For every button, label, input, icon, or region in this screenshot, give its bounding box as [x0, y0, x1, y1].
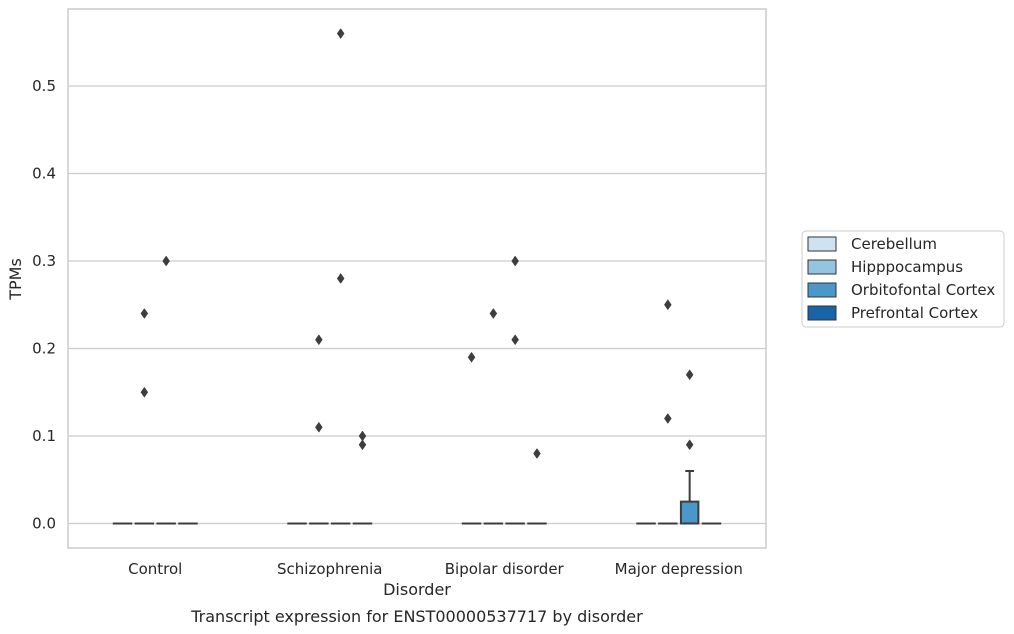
- y-axis-ticks: 0.0 0.1 0.2 0.3 0.4 0.5: [32, 77, 56, 533]
- outlier-point: [533, 448, 541, 459]
- box-orbitofontal-cortex: [679, 470, 700, 525]
- outlier-point: [336, 28, 345, 39]
- legend-label: Prefrontal Cortex: [851, 304, 978, 322]
- y-tick-label: 0.3: [32, 252, 56, 270]
- gridlines: [68, 85, 766, 525]
- x-tick-label: Control: [128, 560, 182, 578]
- x-axis-title: Disorder: [383, 580, 451, 599]
- legend-swatch: [807, 282, 837, 298]
- y-tick-label: 0.1: [32, 427, 56, 445]
- outlier-point: [336, 273, 345, 284]
- legend-swatch: [807, 305, 837, 321]
- x-tick-label: Bipolar disorder: [445, 560, 565, 578]
- outlier-point: [140, 386, 149, 398]
- x-tick-label: Major depression: [615, 560, 743, 578]
- outlier-point: [685, 369, 694, 381]
- plot-marks: [112, 28, 722, 525]
- outlier-point: [664, 299, 672, 311]
- outlier-point: [315, 334, 323, 346]
- x-tick-label: Schizophrenia: [277, 560, 382, 578]
- legend-label: Cerebellum: [851, 235, 937, 253]
- legend: Cerebellum Hipppocampus Orbitofontal Corte…: [801, 230, 1005, 328]
- outlier-point: [467, 351, 476, 363]
- legend-label: Hipppocampus: [851, 258, 963, 276]
- y-tick-label: 0.2: [32, 340, 56, 358]
- outlier-point: [664, 413, 672, 424]
- outlier-point: [140, 308, 149, 319]
- outlier-point: [489, 308, 498, 319]
- plot-area-frame: [67, 8, 767, 549]
- outlier-point: [511, 255, 519, 267]
- box: [679, 500, 700, 525]
- y-tick-label: 0.0: [32, 515, 56, 533]
- outlier-point: [511, 334, 519, 346]
- y-tick-label: 0.4: [32, 165, 56, 183]
- chart-title: Transcript expression for ENST0000053771…: [190, 607, 643, 626]
- legend-swatch: [807, 259, 837, 275]
- legend-swatch: [807, 236, 837, 252]
- outlier-point: [162, 255, 170, 267]
- y-axis-title: TPMs: [6, 258, 25, 301]
- outlier-point: [685, 439, 694, 451]
- legend-frame: [801, 230, 1005, 328]
- outlier-point: [315, 421, 323, 433]
- legend-label: Orbitofontal Cortex: [851, 281, 995, 299]
- x-axis-ticks: Control Schizophrenia Bipolar disorder Majo…: [128, 560, 743, 578]
- y-tick-label: 0.5: [32, 77, 56, 95]
- outlier-point: [358, 439, 367, 451]
